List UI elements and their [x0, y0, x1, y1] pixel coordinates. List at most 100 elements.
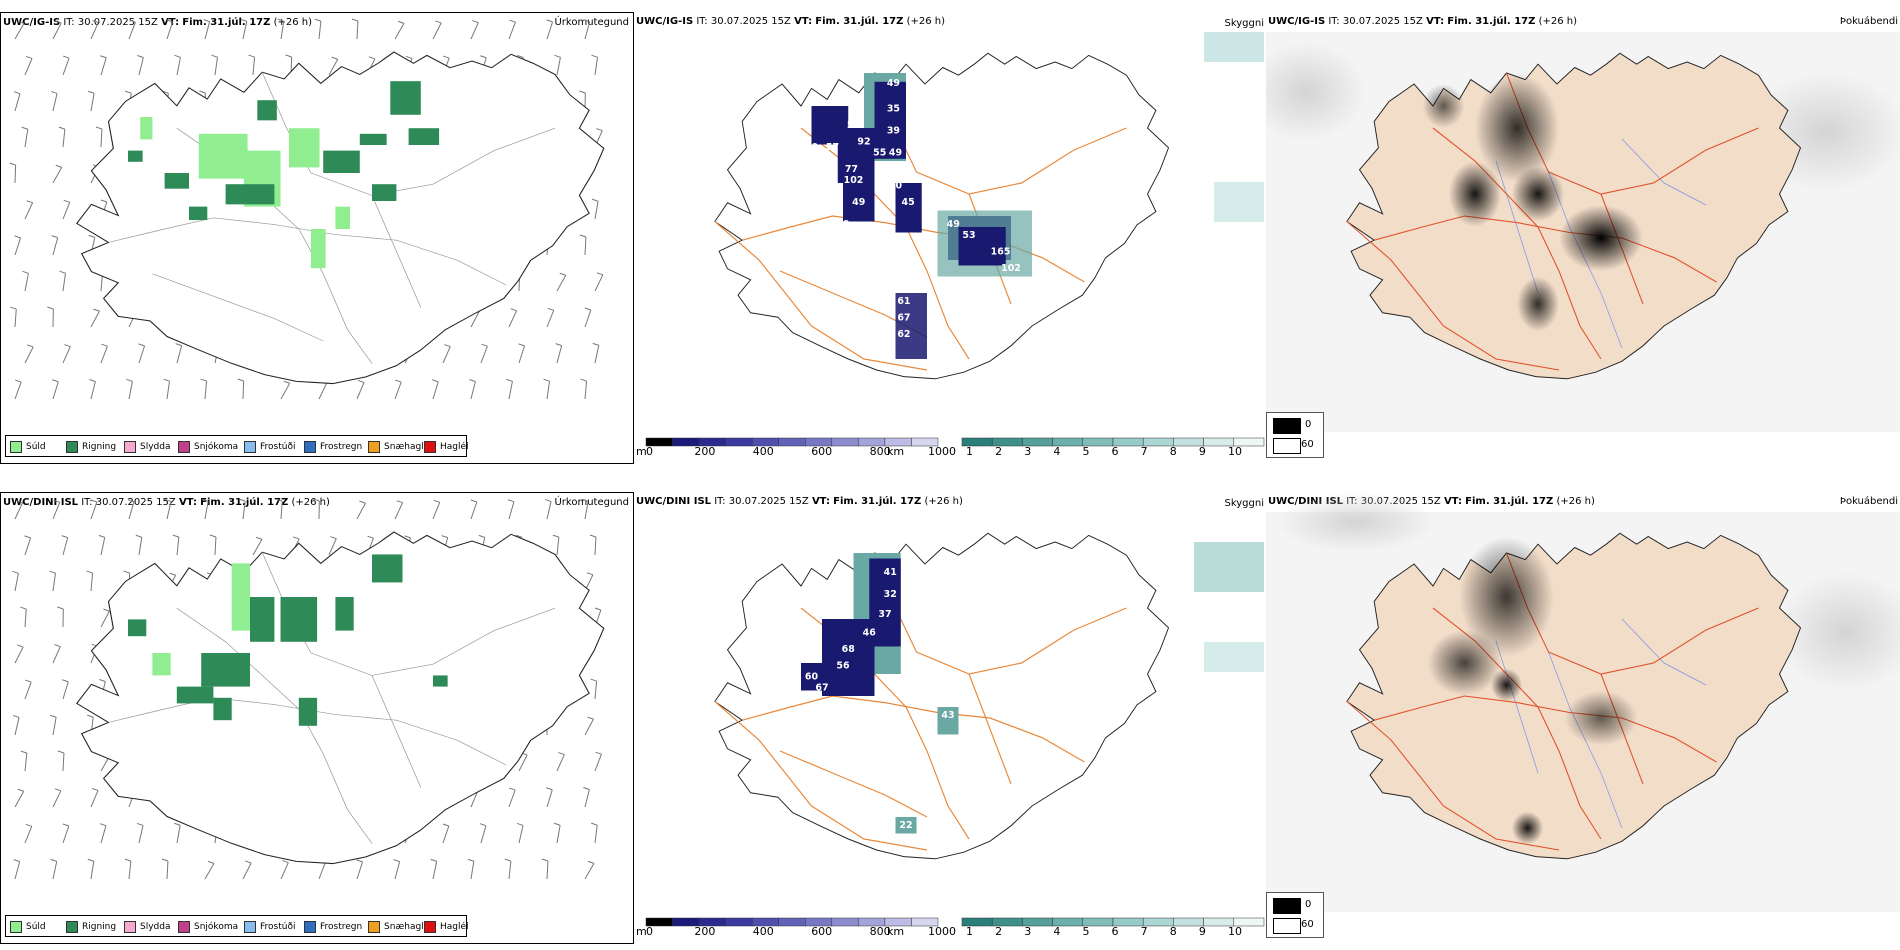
- visibility-panel-0: UWC/IG-IS IT: 30.07.2025 15Z VT: Fim. 31…: [634, 12, 1266, 464]
- visibility-tick-label: 8: [1169, 925, 1177, 938]
- visibility-swatch: [1233, 437, 1265, 447]
- visibility-tick-label: 10: [1228, 445, 1242, 458]
- fog-cells: [1422, 73, 1643, 332]
- wind-barb-flag: [480, 55, 487, 59]
- visibility-tick-label: 9: [1198, 925, 1206, 938]
- wind-barb: [14, 717, 20, 736]
- map-label: 45: [902, 197, 915, 208]
- wind-barb: [24, 202, 34, 220]
- wind-barb: [100, 537, 106, 556]
- wind-barb-flag: [137, 55, 144, 59]
- wind-barb-flag: [546, 19, 553, 23]
- wind-barb-flag: [62, 823, 70, 827]
- colorbars: [645, 917, 1265, 927]
- wind-barb: [442, 346, 451, 364]
- wind-barb-flag: [580, 378, 587, 382]
- legend-swatch: [10, 441, 22, 453]
- wind-barb-flag: [559, 272, 566, 276]
- wind-barb: [62, 681, 69, 700]
- cloud-base-tick-label: 600: [811, 445, 833, 458]
- precip-type-panel-1: UWC/DINI ISL IT: 30.07.2025 15Z VT: Fim.…: [0, 492, 634, 944]
- wind-barb-flag: [596, 128, 603, 132]
- wind-barb-flag: [518, 343, 525, 347]
- map-label: 39: [887, 125, 900, 136]
- wind-barb: [14, 237, 22, 256]
- legend-item-rigning: Rigning: [66, 921, 116, 933]
- fog-key-label: 60: [1301, 919, 1314, 930]
- wind-barb-flag: [587, 716, 594, 720]
- wind-barb: [318, 21, 322, 40]
- wind-barb: [594, 345, 600, 364]
- wind-barb: [14, 861, 21, 880]
- wind-barb: [508, 861, 512, 880]
- wind-barb: [508, 22, 516, 40]
- legend-swatch: [124, 441, 136, 453]
- fog-key-white: [1273, 918, 1301, 934]
- wind-barb-flag: [172, 534, 180, 538]
- legend-item-snjokoma: Snjókoma: [178, 921, 238, 933]
- fog-key-label: 0: [1305, 419, 1312, 430]
- cloud-base-tick-label: 200: [694, 925, 716, 938]
- wind-barb: [14, 791, 25, 808]
- visibility-tick-label: 6: [1111, 445, 1119, 458]
- cloud-base-swatch: [778, 917, 806, 927]
- wind-barb-flag: [26, 200, 33, 204]
- wind-barb-flag: [558, 752, 565, 756]
- panel-title: Þokuábendi: [1839, 16, 1898, 27]
- wind-barb: [594, 536, 597, 556]
- visibility-tick-label: 3: [1024, 445, 1032, 458]
- wind-barb-flag: [396, 500, 403, 504]
- wind-barb-flag: [467, 858, 474, 862]
- cloud-base-swatch: [778, 437, 806, 447]
- wind-barb-flag: [166, 19, 173, 23]
- wind-barb-flag: [351, 18, 359, 22]
- wind-barb-flag: [583, 787, 590, 791]
- wind-barb: [14, 573, 19, 592]
- wind-barb-flag: [13, 91, 21, 95]
- wind-barb: [584, 863, 595, 880]
- map-label: 67: [897, 312, 910, 323]
- visibility-colorbar: [961, 917, 1265, 927]
- legend-item-frostregn: Frostregn: [304, 921, 362, 933]
- wind-barb-flag: [174, 54, 181, 58]
- wind-barb-flag: [161, 858, 169, 862]
- legend-item-haglel: Haglél: [424, 921, 469, 933]
- fog-index-panel-0: UWC/IG-IS IT: 30.07.2025 15Z VT: Fim. 31…: [1266, 12, 1900, 464]
- wind-barb-flag: [200, 378, 207, 382]
- precip-legend: Súld Rigning Slydda Snjókoma Frostúði Fr…: [5, 435, 469, 457]
- wind-barb: [280, 501, 283, 520]
- wind-barb: [24, 609, 27, 628]
- wind-barb-flag: [330, 536, 337, 540]
- wind-barb-flag: [12, 570, 19, 574]
- wind-barb-flag: [13, 859, 20, 863]
- cloud-base-swatch: [911, 917, 939, 927]
- legend-swatch: [178, 441, 190, 453]
- cloud-base-tick-label: 1000: [928, 445, 956, 458]
- legend-item-slydda: Slydda: [124, 441, 170, 453]
- wind-barb: [166, 501, 172, 520]
- wind-barb: [90, 310, 100, 328]
- wind-barb-flag: [50, 858, 57, 862]
- wind-barb-flag: [57, 606, 64, 610]
- map-label: 68: [842, 644, 855, 655]
- map-label: 102: [1001, 263, 1021, 274]
- wind-barb-flag: [444, 344, 451, 348]
- wind-barb: [432, 502, 441, 520]
- wind-barb: [204, 381, 208, 400]
- wind-barb-flag: [125, 90, 132, 94]
- wind-barb-flag: [596, 272, 604, 276]
- legend-swatch: [124, 921, 136, 933]
- cloud-base-unit: m: [636, 445, 647, 458]
- wind-barb-flag: [509, 19, 516, 23]
- wind-barb-flag: [17, 644, 24, 648]
- fog-index-key: 0 60: [1266, 412, 1324, 458]
- panel-header: UWC/DINI ISL IT: 30.07.2025 15Z VT: Fim.…: [636, 496, 963, 507]
- wind-barb: [52, 93, 58, 112]
- wind-barb-flag: [53, 499, 60, 503]
- wind-barb-flag: [397, 20, 405, 24]
- wind-barb: [594, 754, 602, 772]
- wind-barb: [138, 825, 144, 844]
- wind-barb-flag: [93, 308, 100, 312]
- wind-barb: [166, 381, 171, 400]
- wind-barb-flag: [86, 570, 93, 574]
